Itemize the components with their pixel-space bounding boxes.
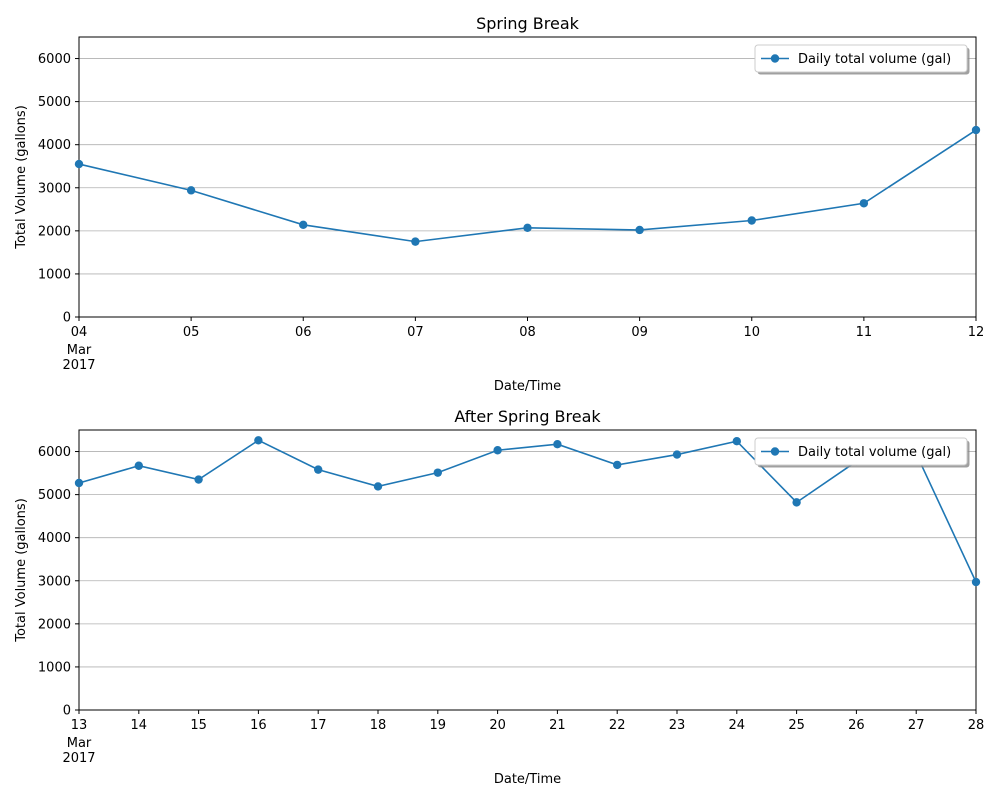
y-tick-label: 1000 xyxy=(38,267,71,282)
y-tick-label: 4000 xyxy=(38,138,71,153)
y-axis-label: Total Volume (gallons) xyxy=(14,498,29,643)
data-point xyxy=(672,450,682,459)
x-tick-label: 27 xyxy=(908,718,925,733)
legend-marker xyxy=(770,54,780,63)
data-point xyxy=(186,186,196,195)
data-point xyxy=(792,498,801,507)
chart-panel-2: 0 1000 2000 3000 4000 5000 6000 13 14 15 16 17 18 19 2… xyxy=(14,407,984,787)
x-tick-label: 11 xyxy=(856,325,873,340)
data-point xyxy=(433,468,442,477)
y-tick-label: 3000 xyxy=(38,574,71,589)
data-point xyxy=(411,237,420,246)
data-point xyxy=(299,220,308,230)
y-tick-label: 2000 xyxy=(38,617,71,632)
data-point xyxy=(747,216,756,225)
data-point xyxy=(194,475,203,484)
data-point xyxy=(523,223,532,233)
x-tick-label: 15 xyxy=(190,718,207,733)
chart-title: After Spring Break xyxy=(454,407,601,426)
x-tick-sublabel: Mar xyxy=(67,736,92,751)
series-line xyxy=(78,439,977,583)
x-tick-sublabel: 2017 xyxy=(62,751,95,766)
y-tick-label: 5000 xyxy=(38,488,71,503)
x-axis-label: Date/Time xyxy=(494,772,561,787)
x-tick-sublabel: 2017 xyxy=(62,358,95,373)
x-tick-label: 28 xyxy=(968,718,985,733)
x-tick-label: 26 xyxy=(848,718,865,733)
x-tick-label: 14 xyxy=(131,718,148,733)
data-point xyxy=(613,460,622,470)
y-tick-label: 5000 xyxy=(38,95,71,110)
data-point xyxy=(971,577,981,587)
data-point xyxy=(74,159,84,169)
x-tick-label: 25 xyxy=(788,718,805,733)
x-tick-label: 06 xyxy=(295,325,312,340)
chart-panel-1: 0 1000 2000 3000 4000 5000 6000 04 05 06 07 08 09 10 1… xyxy=(14,14,984,394)
data-point xyxy=(74,478,84,488)
data-point xyxy=(314,465,323,474)
x-tick-label: 07 xyxy=(407,325,424,340)
x-tick-label: 05 xyxy=(183,325,200,340)
legend-label: Daily total volume (gal) xyxy=(798,445,951,460)
y-tick-label: 6000 xyxy=(38,52,71,67)
x-tick-label: 08 xyxy=(519,325,536,340)
x-tick-label: 09 xyxy=(631,325,648,340)
x-tick-label: 12 xyxy=(968,325,985,340)
data-point xyxy=(732,437,741,446)
data-point xyxy=(635,225,644,235)
legend-marker xyxy=(770,447,780,456)
x-tick-label: 24 xyxy=(729,718,746,733)
chart-title: Spring Break xyxy=(476,14,580,33)
data-point xyxy=(254,436,263,445)
x-tick-sublabel: Mar xyxy=(67,343,92,358)
y-tick-label: 4000 xyxy=(38,531,71,546)
x-tick-label: 21 xyxy=(549,718,566,733)
y-tick-label: 1000 xyxy=(38,660,71,675)
data-point xyxy=(134,461,143,470)
data-point xyxy=(493,446,502,455)
legend-label: Daily total volume (gal) xyxy=(798,52,951,67)
y-axis-label: Total Volume (gallons) xyxy=(14,105,29,250)
x-tick-label: 20 xyxy=(489,718,506,733)
data-point xyxy=(971,125,981,135)
x-tick-label: 16 xyxy=(250,718,267,733)
legend-box xyxy=(754,44,968,73)
x-tick-label: 13 xyxy=(71,718,88,733)
data-point xyxy=(553,440,562,449)
x-axis-label: Date/Time xyxy=(494,379,561,394)
x-tick-label: 23 xyxy=(669,718,686,733)
x-tick-label: 22 xyxy=(609,718,626,733)
y-tick-label: 0 xyxy=(63,311,71,326)
y-tick-label: 2000 xyxy=(38,224,71,239)
x-tick-label: 19 xyxy=(430,718,447,733)
x-tick-label: 10 xyxy=(743,325,760,340)
x-tick-label: 18 xyxy=(370,718,387,733)
x-tick-label: 17 xyxy=(310,718,327,733)
axes-frame xyxy=(78,429,977,711)
y-tick-label: 0 xyxy=(63,704,71,719)
x-tick-label: 04 xyxy=(71,325,88,340)
y-tick-label: 3000 xyxy=(38,181,71,196)
legend-box xyxy=(754,437,968,466)
data-point xyxy=(859,199,869,208)
axes-frame xyxy=(78,36,977,318)
y-tick-label: 6000 xyxy=(38,445,71,460)
data-point xyxy=(373,482,383,491)
